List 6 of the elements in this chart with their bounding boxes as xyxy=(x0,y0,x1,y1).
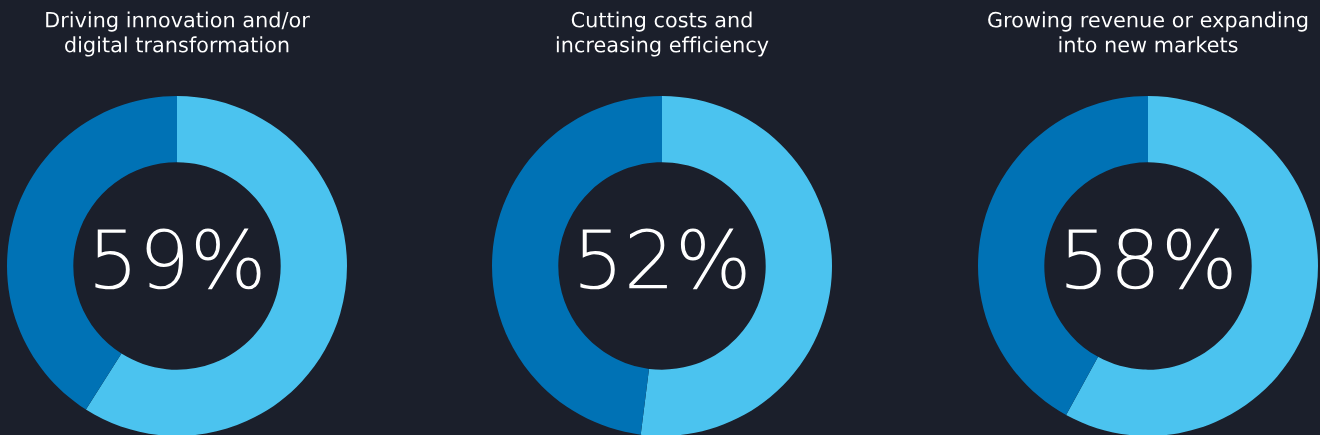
data-label: 52% xyxy=(580,228,746,290)
data-label: 58% xyxy=(1066,228,1232,290)
chart-title: Cutting costs and increasing efficiency xyxy=(556,11,769,57)
chart-title: Growing revenue or expanding into new markets xyxy=(988,11,1308,53)
data-label: 59% xyxy=(95,228,261,290)
chart-title: Driving innovation and/or digital transformation xyxy=(46,11,310,57)
